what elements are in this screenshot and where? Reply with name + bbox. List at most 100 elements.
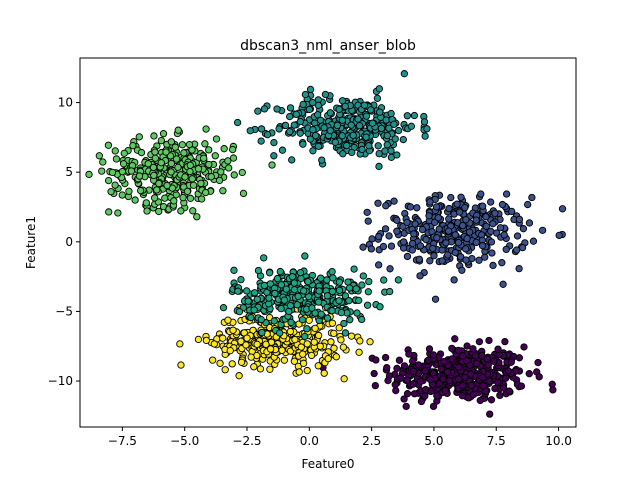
cluster-5-points	[176, 301, 374, 383]
data-point	[197, 179, 205, 188]
data-point	[410, 230, 418, 238]
data-point	[425, 212, 433, 220]
data-point	[333, 121, 341, 130]
data-point	[358, 145, 366, 154]
data-point	[318, 156, 326, 164]
data-point	[256, 365, 265, 373]
data-point	[387, 242, 396, 250]
data-point	[108, 168, 117, 177]
data-point	[314, 111, 322, 119]
data-point	[235, 372, 243, 380]
data-point	[535, 373, 543, 381]
data-point	[137, 148, 146, 157]
data-point	[411, 220, 419, 228]
data-point	[355, 348, 363, 356]
data-point	[262, 340, 270, 348]
data-point	[471, 352, 480, 360]
data-point	[380, 276, 388, 284]
data-point	[479, 382, 487, 390]
data-point	[528, 193, 536, 202]
x-axis-label: Feature0	[302, 457, 355, 471]
data-point	[309, 126, 317, 134]
data-point	[202, 336, 211, 345]
data-point	[233, 118, 242, 127]
data-point	[237, 275, 245, 284]
data-point	[425, 345, 434, 353]
data-point	[347, 121, 355, 129]
data-point	[487, 396, 496, 404]
data-point	[491, 384, 499, 393]
data-point	[258, 328, 266, 337]
data-point	[422, 235, 430, 244]
data-point	[508, 207, 516, 216]
data-point	[257, 315, 265, 324]
data-point	[395, 356, 404, 364]
data-point	[399, 135, 407, 144]
data-point	[486, 198, 495, 206]
data-point	[112, 155, 121, 163]
data-point	[315, 287, 323, 295]
data-point	[502, 245, 510, 254]
data-point	[150, 132, 158, 140]
data-point	[288, 273, 297, 281]
data-point	[341, 329, 350, 337]
data-point	[403, 218, 411, 227]
data-point	[490, 357, 498, 365]
data-point	[358, 315, 366, 324]
x-tick-label: −5.0	[170, 434, 199, 448]
y-tick-label: 10	[58, 96, 73, 110]
data-point	[448, 355, 456, 363]
data-point	[403, 390, 412, 398]
data-point	[451, 335, 459, 343]
data-point	[286, 301, 295, 310]
data-point	[515, 264, 523, 273]
data-point	[301, 90, 310, 99]
data-point	[120, 149, 128, 157]
data-point	[515, 354, 524, 362]
data-point	[257, 125, 266, 133]
data-point	[513, 232, 522, 240]
data-point	[180, 149, 188, 157]
data-point	[301, 252, 309, 260]
data-point	[374, 142, 382, 150]
data-point	[462, 216, 470, 224]
data-point	[437, 365, 445, 373]
data-point	[534, 358, 542, 367]
data-point	[104, 141, 113, 149]
data-point	[494, 378, 502, 387]
data-point	[309, 98, 317, 107]
data-point	[416, 242, 425, 250]
data-point	[228, 360, 236, 368]
data-point	[277, 304, 285, 313]
data-point	[266, 345, 275, 353]
data-point	[257, 137, 265, 145]
data-point	[403, 376, 411, 384]
data-point	[354, 115, 362, 123]
data-point	[151, 154, 159, 162]
data-point	[393, 151, 401, 159]
data-point	[278, 346, 286, 354]
cluster-6-points	[219, 252, 403, 341]
data-point	[176, 340, 184, 348]
data-point	[250, 306, 258, 314]
data-point	[504, 367, 512, 375]
data-point	[454, 363, 463, 371]
data-point	[433, 234, 441, 242]
data-point	[270, 138, 278, 147]
data-point	[476, 396, 484, 405]
data-point	[135, 172, 144, 180]
data-point	[320, 124, 328, 132]
data-point	[403, 112, 411, 120]
data-point	[339, 150, 347, 158]
data-point	[482, 387, 490, 395]
data-point	[384, 376, 392, 385]
data-point	[305, 105, 314, 114]
data-point	[439, 375, 447, 383]
y-tick-label: −5	[55, 304, 73, 318]
data-point	[394, 276, 403, 284]
data-point	[517, 382, 526, 390]
data-point	[290, 279, 299, 287]
x-tick-label: 2.5	[362, 434, 381, 448]
data-point	[478, 242, 487, 250]
